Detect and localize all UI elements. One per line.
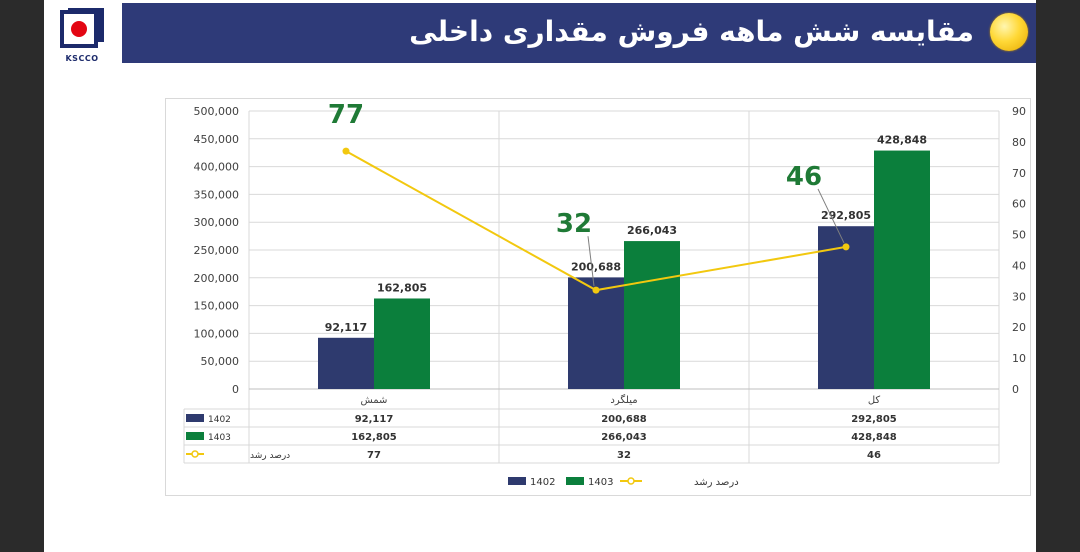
screen-edge	[1036, 0, 1080, 552]
y-right-tick-label: 40	[1012, 259, 1026, 272]
bar-1402-2	[818, 226, 874, 389]
y-right-tick-label: 20	[1012, 321, 1026, 334]
bar-data-label: 292,805	[821, 209, 871, 222]
table-cell: 77	[367, 450, 381, 461]
category-label: کل	[868, 395, 881, 406]
y-right-tick-label: 60	[1012, 198, 1026, 211]
bar-1403-0	[374, 298, 430, 389]
bar-1402-0	[318, 337, 374, 389]
page-title: مقایسه شش ماهه فروش مقداری داخلی	[409, 15, 974, 48]
callout-leader	[817, 188, 845, 244]
table-cell: 266,043	[601, 432, 647, 443]
y-left-tick-label: 350,000	[194, 188, 240, 201]
y-right-tick-label: 50	[1012, 229, 1026, 242]
legend-label: درصد رشد	[694, 477, 739, 488]
table-cell: 200,688	[601, 414, 647, 425]
y-right-tick-label: 90	[1012, 105, 1026, 118]
growth-marker	[592, 286, 600, 294]
y-left-tick-label: 100,000	[194, 327, 240, 340]
table-legend-swatch	[186, 432, 204, 440]
callout-leader	[587, 236, 595, 287]
logo-mark-icon	[60, 8, 104, 48]
table-row-label: درصد رشد	[250, 451, 290, 461]
y-left-tick-label: 150,000	[194, 300, 240, 313]
y-right-tick-label: 10	[1012, 352, 1026, 365]
y-right-tick-label: 80	[1012, 136, 1026, 149]
table-legend-swatch	[186, 414, 204, 422]
y-left-tick-label: 200,000	[194, 272, 240, 285]
logo-text: KSCCO	[65, 54, 99, 63]
legend-marker-growth	[627, 477, 635, 485]
y-left-tick-label: 400,000	[194, 161, 240, 174]
table-cell: 92,117	[355, 414, 394, 425]
table-row-label: 1403	[208, 433, 231, 443]
y-left-tick-label: 50,000	[201, 355, 240, 368]
y-left-tick-label: 0	[232, 383, 239, 396]
bar-1402-1	[568, 277, 624, 389]
y-right-tick-label: 0	[1012, 383, 1019, 396]
growth-data-label: 77	[328, 100, 364, 130]
table-cell: 162,805	[351, 432, 397, 443]
table-row-label: 1402	[208, 415, 231, 425]
legend-label: 1403	[588, 477, 613, 488]
bar-data-label: 162,805	[377, 281, 427, 294]
bar-data-label: 428,848	[877, 134, 927, 147]
category-label: میلگرد	[610, 394, 637, 406]
table-cell: 46	[867, 450, 881, 461]
sun-bullet-icon	[990, 13, 1028, 51]
y-right-tick-label: 30	[1012, 290, 1026, 303]
bar-data-label: 266,043	[627, 224, 677, 237]
table-cell: 32	[617, 450, 631, 461]
table-legend-marker	[191, 450, 199, 458]
growth-marker	[342, 147, 350, 155]
growth-data-label: 32	[556, 209, 592, 239]
y-left-tick-label: 300,000	[194, 216, 240, 229]
chart-svg: 0 50,000 100,000 150,000 200,000 250,000 300,0…	[183, 100, 1026, 488]
growth-data-label: 46	[786, 162, 822, 192]
slide-page: KSCCO مقایسه شش ماهه فروش مقداری داخلی 0…	[44, 0, 1036, 552]
y-left-tick-label: 250,000	[194, 244, 240, 257]
bar-data-label: 200,688	[571, 260, 621, 273]
table-cell: 428,848	[851, 432, 897, 443]
category-label: شمش	[361, 395, 388, 406]
bar-1403-1	[624, 241, 680, 389]
bar-data-label: 92,117	[325, 321, 367, 334]
legend-swatch-1402	[508, 477, 526, 485]
table-cell: 292,805	[851, 414, 897, 425]
bar-1403-2	[874, 150, 930, 389]
chart-container: 0 50,000 100,000 150,000 200,000 250,000 300,0…	[165, 98, 1031, 496]
title-band: مقایسه شش ماهه فروش مقداری داخلی	[122, 3, 1036, 63]
growth-marker	[842, 243, 850, 251]
company-logo: KSCCO	[56, 8, 108, 66]
y-left-tick-label: 500,000	[194, 105, 240, 118]
y-right-tick-label: 70	[1012, 167, 1026, 180]
legend-swatch-1403	[566, 477, 584, 485]
legend-label: 1402	[530, 477, 555, 488]
y-left-tick-label: 450,000	[194, 133, 240, 146]
